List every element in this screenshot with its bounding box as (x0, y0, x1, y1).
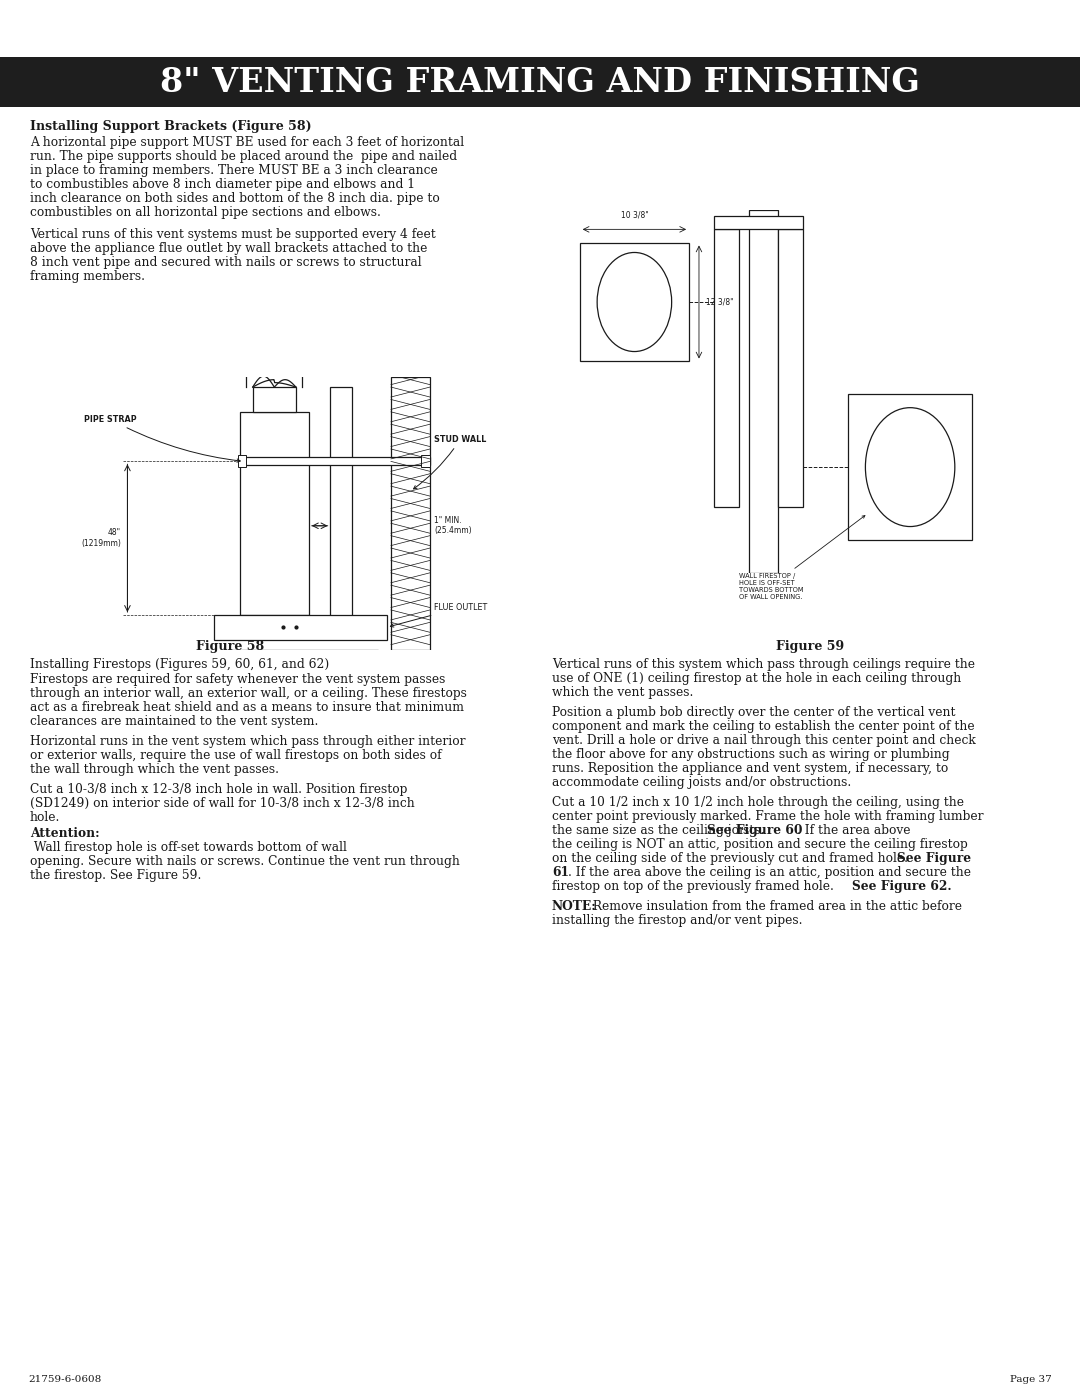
Text: the firestop. See Figure 59.: the firestop. See Figure 59. (30, 869, 201, 882)
Bar (231, 694, 253, 704)
Text: hole.: hole. (30, 812, 60, 824)
Text: in place to framing members. There MUST BE a 3 inch clearance: in place to framing members. There MUST … (30, 163, 437, 177)
Text: which the vent passes.: which the vent passes. (552, 686, 693, 698)
Text: NOTE:: NOTE: (552, 900, 597, 914)
Text: 12 3/8": 12 3/8" (706, 298, 734, 306)
Text: Wall firestop hole is off-set towards bottom of wall: Wall firestop hole is off-set towards bo… (30, 841, 347, 854)
Text: above the appliance flue outlet by wall brackets attached to the: above the appliance flue outlet by wall … (30, 242, 428, 256)
Text: Installing Support Brackets (Figure 58): Installing Support Brackets (Figure 58) (30, 120, 312, 133)
Text: See Figure 62.: See Figure 62. (852, 880, 951, 893)
Text: to combustibles above 8 inch diameter pipe and elbows and 1: to combustibles above 8 inch diameter pi… (30, 177, 415, 191)
Bar (240, 457, 430, 465)
Text: (SD1249) on interior side of wall for 10-3/8 inch x 12-3/8 inch: (SD1249) on interior side of wall for 10… (30, 798, 415, 810)
Text: A horizontal pipe support MUST BE used for each 3 feet of horizontal: A horizontal pipe support MUST BE used f… (30, 136, 464, 149)
Text: on the ceiling side of the previously cut and framed hole.: on the ceiling side of the previously cu… (552, 852, 912, 865)
Bar (253, 387, 296, 412)
Bar (222, 650, 378, 669)
Text: the same size as the ceiling joists.: the same size as the ceiling joists. (552, 824, 768, 837)
Text: See Figure: See Figure (897, 852, 971, 865)
Text: Firestops are required for safety whenever the vent system passes: Firestops are required for safety whenev… (30, 673, 445, 686)
Text: the floor above for any obstructions such as wiring or plumbing: the floor above for any obstructions suc… (552, 747, 949, 761)
Bar (238, 455, 246, 468)
Text: Page 37: Page 37 (1010, 1375, 1052, 1384)
Text: Vertical runs of this vent systems must be supported every 4 feet: Vertical runs of this vent systems must … (30, 228, 435, 242)
Text: 61: 61 (552, 866, 569, 879)
Text: Cut a 10 1/2 inch x 10 1/2 inch hole through the ceiling, using the: Cut a 10 1/2 inch x 10 1/2 inch hole thr… (552, 796, 964, 809)
Bar (714, 229, 739, 507)
Text: 48"
(1219mm): 48" (1219mm) (81, 528, 121, 548)
Bar (330, 387, 352, 624)
Text: through an interior wall, an exterior wall, or a ceiling. These firestops: through an interior wall, an exterior wa… (30, 687, 467, 700)
Text: the wall through which the vent passes.: the wall through which the vent passes. (30, 763, 279, 775)
Text: . If the area above: . If the area above (797, 824, 910, 837)
Text: vent. Drill a hole or drive a nail through this center point and check: vent. Drill a hole or drive a nail throu… (552, 733, 975, 747)
Text: Cut a 10-3/8 inch x 12-3/8 inch hole in wall. Position firestop: Cut a 10-3/8 inch x 12-3/8 inch hole in … (30, 782, 407, 796)
Bar (214, 615, 387, 640)
Bar (391, 377, 430, 650)
Bar (0, 57, 1080, 108)
Text: combustibles on all horizontal pipe sections and elbows.: combustibles on all horizontal pipe sect… (30, 205, 381, 219)
Text: accommodate ceiling joists and/or obstructions.: accommodate ceiling joists and/or obstru… (552, 775, 851, 789)
Text: 21759-6-0608: 21759-6-0608 (28, 1375, 102, 1384)
Text: inch clearance on both sides and bottom of the 8 inch dia. pipe to: inch clearance on both sides and bottom … (30, 191, 440, 205)
Text: 8" VENTING FRAMING AND FINISHING: 8" VENTING FRAMING AND FINISHING (160, 66, 920, 99)
Text: framing members.: framing members. (30, 270, 145, 284)
Bar (421, 455, 430, 468)
Text: run. The pipe supports should be placed around the  pipe and nailed: run. The pipe supports should be placed … (30, 149, 457, 163)
Bar (748, 210, 779, 573)
Bar (240, 412, 309, 615)
Text: installing the firestop and/or vent pipes.: installing the firestop and/or vent pipe… (552, 914, 802, 928)
Bar (580, 243, 689, 362)
Text: center point previously marked. Frame the hole with framing lumber: center point previously marked. Frame th… (552, 810, 984, 823)
Bar (848, 394, 972, 539)
Text: 1" MIN.
(25.4mm): 1" MIN. (25.4mm) (434, 515, 472, 535)
Text: opening. Secure with nails or screws. Continue the vent run through: opening. Secure with nails or screws. Co… (30, 855, 460, 868)
Text: Figure 59: Figure 59 (775, 640, 845, 652)
Text: PIPE STRAP: PIPE STRAP (84, 415, 240, 462)
Text: FLUE OUTLET: FLUE OUTLET (390, 604, 487, 627)
Text: 10 3/8": 10 3/8" (621, 211, 648, 219)
Text: . If the area above the ceiling is an attic, position and secure the: . If the area above the ceiling is an at… (568, 866, 971, 879)
Text: or exterior walls, require the use of wall firestops on both sides of: or exterior walls, require the use of wa… (30, 749, 442, 761)
Text: Vertical runs of this system which pass through ceilings require the: Vertical runs of this system which pass … (552, 658, 975, 671)
Text: use of ONE (1) ceiling firestop at the hole in each ceiling through: use of ONE (1) ceiling firestop at the h… (552, 672, 961, 685)
Text: runs. Reposition the appliance and vent system, if necessary, to: runs. Reposition the appliance and vent … (552, 761, 948, 775)
Text: firestop on top of the previously framed hole.: firestop on top of the previously framed… (552, 880, 838, 893)
Text: Figure 58: Figure 58 (195, 640, 265, 652)
Text: Position a plumb bob directly over the center of the vertical vent: Position a plumb bob directly over the c… (552, 705, 956, 719)
Text: act as a firebreak heat shield and as a means to insure that minimum: act as a firebreak heat shield and as a … (30, 701, 464, 714)
Text: Horizontal runs in the vent system which pass through either interior: Horizontal runs in the vent system which… (30, 735, 465, 747)
Bar (779, 229, 804, 507)
Text: 8 inch vent pipe and secured with nails or screws to structural: 8 inch vent pipe and secured with nails … (30, 256, 421, 270)
Bar (714, 217, 804, 229)
Text: component and mark the ceiling to establish the center point of the: component and mark the ceiling to establ… (552, 719, 974, 733)
Text: WALL FIRESTOP /
HOLE IS OFF-SET
TOWARDS BOTTOM
OF WALL OPENING.: WALL FIRESTOP / HOLE IS OFF-SET TOWARDS … (739, 515, 865, 599)
Text: STUD WALL: STUD WALL (414, 434, 486, 489)
Text: Remove insulation from the framed area in the attic before: Remove insulation from the framed area i… (589, 900, 962, 914)
Text: Installing Firestops (Figures 59, 60, 61, and 62): Installing Firestops (Figures 59, 60, 61… (30, 658, 329, 671)
Text: clearances are maintained to the vent system.: clearances are maintained to the vent sy… (30, 715, 319, 728)
Text: See Figure 60: See Figure 60 (707, 824, 802, 837)
Text: Attention:: Attention: (30, 827, 99, 840)
Bar (231, 669, 266, 694)
Text: the ceiling is NOT an attic, position and secure the ceiling firestop: the ceiling is NOT an attic, position an… (552, 838, 968, 851)
